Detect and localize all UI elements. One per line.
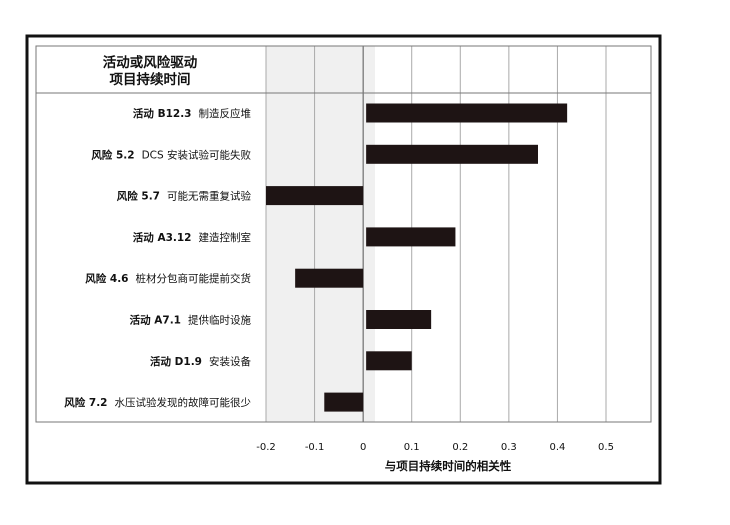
category-label: 风险 5.7 可能无需重复试验 xyxy=(117,190,252,203)
category-label: 风险 5.2 DCS 安装试验可能失败 xyxy=(91,148,251,161)
x-tick-label: 0.4 xyxy=(549,442,565,453)
category-label: 风险 4.6 桩材分包商可能提前交货 xyxy=(85,272,251,285)
category-prefix: 风险 5.2 xyxy=(91,148,134,161)
bar xyxy=(266,186,364,206)
bar xyxy=(366,351,412,371)
x-tick-label: 0.3 xyxy=(501,442,517,453)
x-tick-label: 0.2 xyxy=(452,442,468,453)
category-label: 活动 D1.9 安装设备 xyxy=(150,355,251,368)
x-tick-label: -0.1 xyxy=(305,442,325,453)
bar xyxy=(324,392,364,412)
x-tick-label: -0.2 xyxy=(256,442,276,453)
chart-title-line-2: 项目持续时间 xyxy=(110,71,191,88)
bar xyxy=(366,103,568,123)
category-text: 可能无需重复试验 xyxy=(167,190,251,203)
category-prefix: 活动 A7.1 xyxy=(130,314,181,327)
category-text: 提供临时设施 xyxy=(188,314,251,327)
category-text: 安装设备 xyxy=(209,355,251,368)
category-text: DCS 安装试验可能失败 xyxy=(142,148,252,161)
x-tick-label: 0.5 xyxy=(598,442,614,453)
category-text: 桩材分包商可能提前交货 xyxy=(136,272,252,285)
plot-shade xyxy=(266,46,375,422)
bar xyxy=(366,227,456,247)
category-prefix: 风险 5.7 xyxy=(117,190,160,203)
x-tick-labels: -0.2 -0.1 0 0.1 0.2 0.3 0.4 0.5 xyxy=(256,442,614,453)
category-label: 风险 7.2 水压试验发现的故障可能很少 xyxy=(64,396,251,409)
x-tick-label: 0.1 xyxy=(404,442,420,453)
category-prefix: 活动 D1.9 xyxy=(150,355,202,368)
category-text: 制造反应堆 xyxy=(199,107,252,120)
category-prefix: 活动 B12.3 xyxy=(133,107,192,120)
plot-border xyxy=(35,45,652,423)
category-text: 水压试验发现的故障可能很少 xyxy=(115,396,252,409)
bars xyxy=(266,103,568,412)
bar xyxy=(366,310,432,329)
bar xyxy=(366,144,538,164)
x-tick-label: 0 xyxy=(360,442,366,453)
category-prefix: 风险 7.2 xyxy=(64,396,107,409)
category-label: 活动 B12.3 制造反应堆 xyxy=(133,107,251,120)
category-label: 活动 A3.12 建造控制室 xyxy=(133,231,251,244)
chart-title-line-1: 活动或风险驱动 xyxy=(103,54,198,71)
x-axis-label: 与项目持续时间的相关性 xyxy=(385,459,512,473)
category-prefix: 活动 A3.12 xyxy=(133,231,192,244)
category-label: 活动 A7.1 提供临时设施 xyxy=(130,314,252,327)
bar xyxy=(295,268,364,288)
category-prefix: 风险 4.6 xyxy=(85,272,128,285)
category-text: 建造控制室 xyxy=(199,231,252,244)
